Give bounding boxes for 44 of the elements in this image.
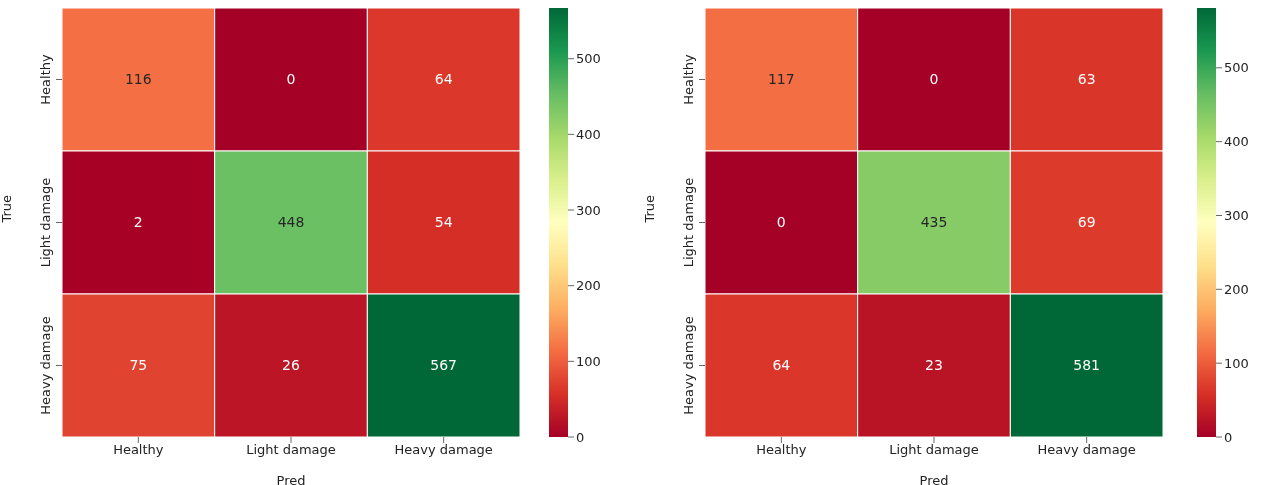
- color-bar-label: 300: [1224, 208, 1249, 224]
- y-tick-label: Healthy: [681, 54, 696, 105]
- data-label: 0: [929, 71, 939, 88]
- data-label: 64: [772, 357, 791, 374]
- data-label: 0: [776, 214, 786, 231]
- color-bar-label: 100: [576, 353, 601, 369]
- x-tick-label: Heavy damage: [394, 442, 493, 458]
- color-bar-label: 400: [1224, 134, 1249, 150]
- color-bar-label: 0: [1224, 429, 1233, 445]
- color-bar-label: 500: [1224, 60, 1249, 76]
- data-label: 0: [286, 71, 296, 88]
- y-axis-title: True: [0, 194, 14, 224]
- y-tick-label: Healthy: [38, 54, 53, 105]
- x-tick-label: Healthy: [756, 442, 807, 458]
- x-axis-title: Pred: [276, 473, 306, 485]
- data-label: 23: [925, 357, 943, 374]
- color-bar-label: 500: [576, 51, 601, 67]
- color-bar-label: 200: [1224, 281, 1249, 297]
- data-label: 64: [434, 71, 453, 88]
- x-tick-label: Light damage: [889, 442, 979, 458]
- x-tick-label: Healthy: [113, 442, 164, 458]
- y-axis-title: True: [641, 194, 657, 224]
- x-axis-title: Pred: [919, 473, 949, 485]
- x-tick-label: Light damage: [246, 442, 336, 458]
- data-label: 63: [1077, 71, 1096, 88]
- data-label: 581: [1073, 357, 1101, 374]
- data-label: 2: [133, 214, 143, 231]
- color-bar-label: 200: [576, 278, 601, 294]
- data-label: 117: [767, 71, 795, 88]
- x-tick-label: Heavy damage: [1037, 442, 1136, 458]
- data-label: 75: [129, 357, 148, 374]
- data-label: 116: [124, 71, 152, 88]
- y-tick-label: Light damage: [38, 177, 53, 268]
- data-label: 448: [277, 214, 305, 231]
- data-label: 435: [920, 214, 948, 231]
- data-label: 54: [434, 214, 453, 231]
- color-bar-label: 300: [576, 202, 601, 218]
- data-label: 26: [282, 357, 300, 374]
- y-tick-label: Light damage: [681, 177, 696, 268]
- data-label: 69: [1077, 214, 1096, 231]
- color-bar-label: 100: [1224, 355, 1249, 371]
- color-bar-label: 400: [576, 126, 601, 142]
- data-label: 567: [430, 357, 458, 374]
- color-bar-label: 0: [576, 429, 585, 445]
